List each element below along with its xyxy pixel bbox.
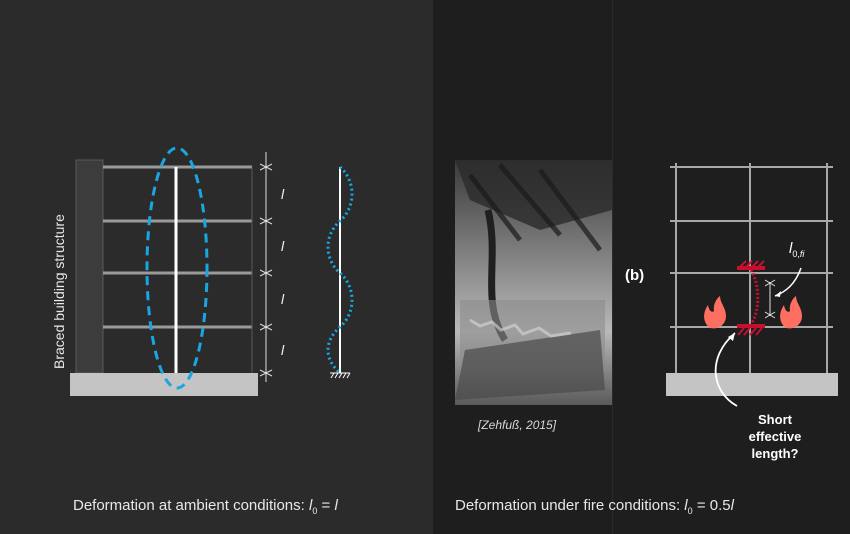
caption-subscript: 0 xyxy=(687,506,693,516)
bracing-core xyxy=(75,159,104,374)
fire-caption: Deformation under fire conditions: l0 = … xyxy=(455,497,734,516)
fixed-support-icon xyxy=(330,372,351,379)
braced-building xyxy=(70,146,258,396)
l0fi-subscript: 0, xyxy=(792,249,800,259)
question-line: length? xyxy=(751,446,799,461)
caption-subscript: 0 xyxy=(312,506,318,516)
caption-text: Deformation under fire conditions: xyxy=(455,497,685,514)
fire-damage-photo xyxy=(455,160,612,405)
divider xyxy=(612,0,613,534)
effective-length-question: Short effective length? xyxy=(730,411,820,462)
panel-label: (b) xyxy=(625,267,645,284)
caption-rhs: l xyxy=(730,497,734,514)
caption-equals: = 0.5 xyxy=(692,497,731,514)
foundation xyxy=(70,373,258,396)
l0fi-symbol: l xyxy=(789,240,793,257)
dimension-label: l xyxy=(281,291,285,307)
fire-column-segment xyxy=(737,260,765,336)
caption-rhs: l xyxy=(334,497,338,514)
dimension-tick-icon xyxy=(764,279,776,319)
photo-source: [Zehfuß, 2015] xyxy=(478,418,557,432)
caption-symbol: l xyxy=(308,497,313,514)
dimension-label: l xyxy=(281,238,285,254)
fire-frame xyxy=(666,163,838,407)
dimension-label: l xyxy=(281,342,285,358)
l0fi-subscript-fi: fi xyxy=(799,249,805,259)
left-panel xyxy=(0,0,433,534)
braced-structure-label: Braced building structure xyxy=(51,214,67,369)
dimension-line xyxy=(259,152,273,382)
flame-icon xyxy=(780,296,802,329)
dimension-label: l xyxy=(281,186,285,202)
question-line: Short xyxy=(758,412,792,427)
caption-equals: = xyxy=(317,497,335,514)
caption-text: Deformation at ambient conditions: xyxy=(73,497,309,514)
question-line: effective xyxy=(748,429,802,444)
flame-icon xyxy=(704,296,726,329)
effective-length-label: l0,fi xyxy=(789,240,804,259)
buckling-mode-sketch xyxy=(326,165,354,379)
caption-symbol: l xyxy=(684,497,688,514)
foundation xyxy=(666,373,838,396)
dimension-tick-icon xyxy=(259,163,273,377)
ambient-caption: Deformation at ambient conditions: l0 = … xyxy=(73,497,338,516)
buckling-region-ellipse xyxy=(145,146,209,390)
